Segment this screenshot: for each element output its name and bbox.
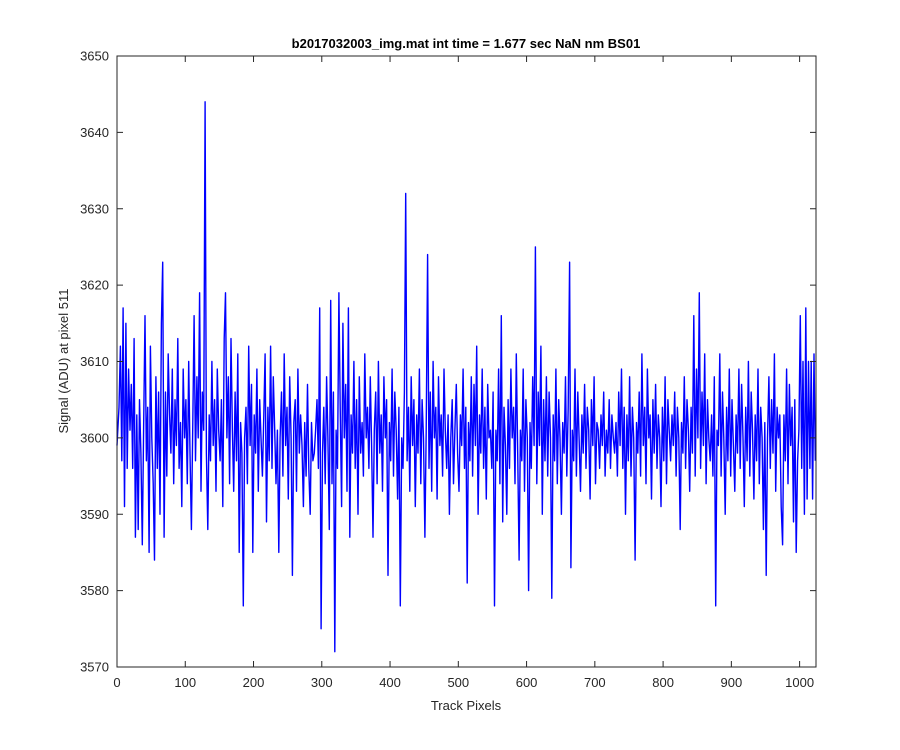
y-tick-label: 3590 bbox=[80, 507, 109, 522]
y-axis-label: Signal (ADU) at pixel 511 bbox=[56, 289, 71, 434]
x-tick-label: 100 bbox=[174, 675, 196, 690]
x-tick-label: 800 bbox=[652, 675, 674, 690]
y-tick-label: 3650 bbox=[80, 49, 109, 64]
ticks-layer: 0 100 200 300 400 500 600 700 800 900 1000 3570 3580… bbox=[80, 49, 816, 690]
y-tick-label: 3610 bbox=[80, 354, 109, 369]
y-tick-label: 3570 bbox=[80, 660, 109, 675]
x-tick-label: 900 bbox=[721, 675, 743, 690]
y-tick-label: 3640 bbox=[80, 125, 109, 140]
chart-title: b2017032003_img.mat int time = 1.677 sec… bbox=[292, 36, 641, 51]
x-tick-label: 600 bbox=[516, 675, 538, 690]
x-tick-label: 700 bbox=[584, 675, 606, 690]
y-tick-label: 3620 bbox=[80, 278, 109, 293]
series-layer bbox=[116, 101, 816, 653]
x-axis-label: Track Pixels bbox=[431, 698, 502, 713]
y-tick-label: 3630 bbox=[80, 201, 109, 216]
x-tick-label: 400 bbox=[379, 675, 401, 690]
axes-box bbox=[116, 55, 817, 668]
series-line-0 bbox=[116, 101, 816, 653]
x-tick-label: 200 bbox=[243, 675, 265, 690]
y-tick-label: 3600 bbox=[80, 430, 109, 445]
x-tick-label: 0 bbox=[113, 675, 120, 690]
y-tick-label: 3580 bbox=[80, 583, 109, 598]
x-tick-label: 300 bbox=[311, 675, 333, 690]
x-tick-label: 500 bbox=[447, 675, 469, 690]
x-tick-label: 1000 bbox=[785, 675, 814, 690]
